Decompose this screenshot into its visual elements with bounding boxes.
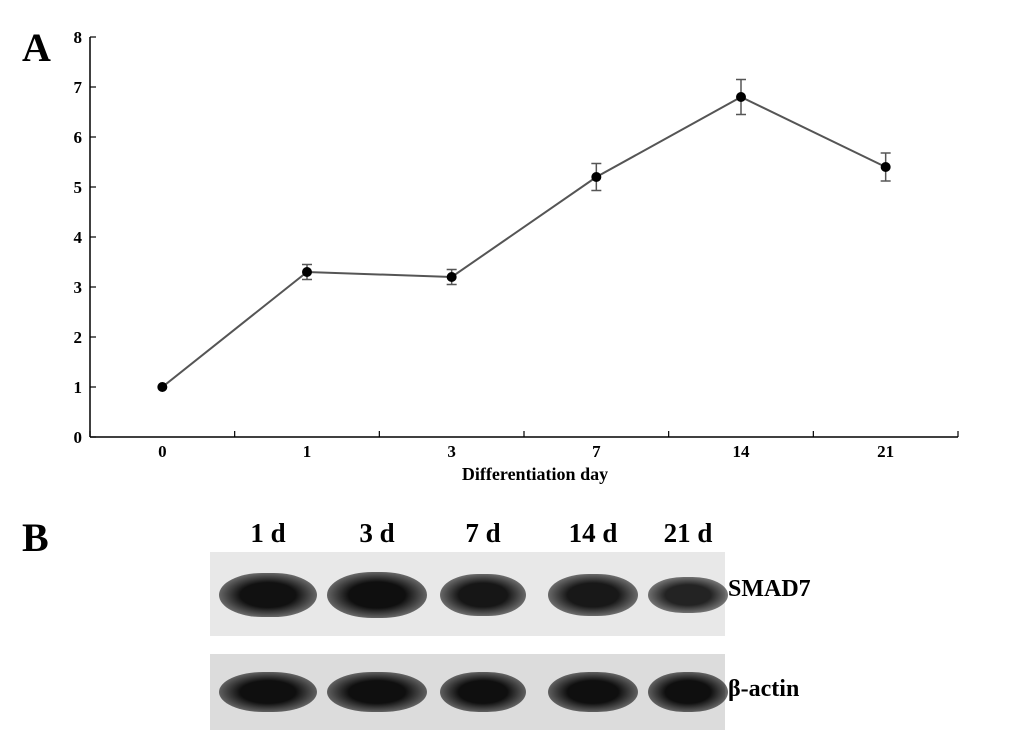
y-tick-label: 0 <box>74 428 83 447</box>
chart-axes <box>89 36 959 438</box>
x-tick-label: 14 <box>733 442 751 461</box>
band-label-smad7: SMAD7 <box>728 576 811 602</box>
data-point <box>446 272 457 282</box>
band-label-beta-actin: β-actin <box>728 676 800 702</box>
data-point <box>157 382 168 392</box>
lane-label: 1 d <box>250 518 286 548</box>
beta-actin-band <box>440 672 526 712</box>
data-point <box>736 92 746 102</box>
panel-label-a: A <box>22 25 51 70</box>
data-point <box>591 172 602 182</box>
lane-label: 3 d <box>359 518 395 548</box>
blot-beta-actin <box>210 654 728 730</box>
y-tick-label: 2 <box>74 328 83 347</box>
y-tick-label: 3 <box>74 278 83 297</box>
blot-smad7 <box>210 552 728 636</box>
smad7-band <box>327 572 427 618</box>
y-tick-label: 5 <box>74 178 83 197</box>
x-axis-label: Differentiation day <box>462 464 608 484</box>
data-point <box>880 162 891 172</box>
y-tick-label: 4 <box>74 228 83 247</box>
x-tick-label: 0 <box>158 442 167 461</box>
y-tick-label: 7 <box>74 78 83 97</box>
y-tick-labels: 0 1 2 3 4 5 6 7 8 <box>74 28 83 447</box>
y-tick-label: 1 <box>74 378 83 397</box>
x-tick-labels: 0 1 3 7 14 21 <box>158 442 894 461</box>
line-chart: 0 1 2 3 4 5 6 7 8 0 1 3 7 14 21 Differentiation day <box>74 28 959 484</box>
x-tick-label: 21 <box>877 442 894 461</box>
x-tick-label: 1 <box>303 442 312 461</box>
data-points <box>157 92 891 392</box>
series-line <box>161 95 887 388</box>
y-tick-label: 6 <box>74 128 83 147</box>
beta-actin-band <box>219 672 317 712</box>
smad7-band <box>648 576 728 614</box>
smad7-band <box>440 573 526 617</box>
lane-label: 7 d <box>465 518 501 548</box>
beta-actin-band <box>327 672 427 712</box>
smad7-band <box>219 572 317 618</box>
y-tick-label: 8 <box>74 28 83 47</box>
x-tick-label: 7 <box>592 442 601 461</box>
lane-label: 21 d <box>663 518 713 548</box>
beta-actin-band <box>648 672 728 712</box>
lane-label: 14 d <box>568 518 618 548</box>
x-tick-label: 3 <box>447 442 456 461</box>
smad7-band <box>548 574 638 616</box>
beta-actin-band <box>548 672 638 712</box>
panel-label-b: B <box>22 515 49 560</box>
data-point <box>302 267 312 277</box>
